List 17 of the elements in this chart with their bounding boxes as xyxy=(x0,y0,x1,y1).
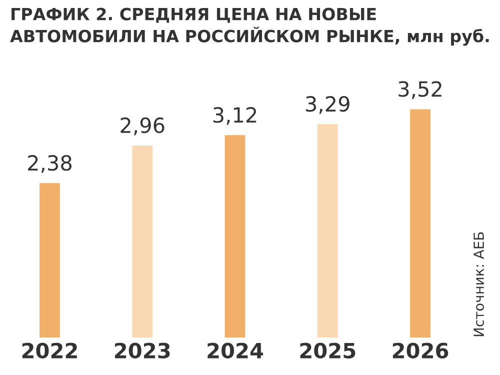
x-tick-label: 2024 xyxy=(208,342,264,358)
x-tick-label: 2023 xyxy=(115,342,170,358)
bar xyxy=(132,146,153,338)
data-label: 3,29 xyxy=(306,96,350,114)
data-label: 3,52 xyxy=(398,81,442,99)
x-tick-label: 2026 xyxy=(392,342,448,358)
bar xyxy=(317,124,338,338)
bar xyxy=(40,183,60,338)
data-label: 2,96 xyxy=(120,117,164,136)
text: Источник: АЕБ xyxy=(474,232,484,336)
x-tick-label: 2025 xyxy=(300,342,356,358)
data-label: 3,12 xyxy=(213,107,256,125)
bar xyxy=(410,109,430,338)
chart-title: ГРАФИК 2. СРЕДНЯЯ ЦЕНА НА НОВЫЕ АВТОМОБИЛИ НА РОССИЙСКОМ РЫНКЕ, млн руб. xyxy=(10,8,489,46)
bar xyxy=(224,135,246,338)
data-label: 2,38 xyxy=(28,155,72,173)
x-tick-label: 2022 xyxy=(22,342,77,358)
